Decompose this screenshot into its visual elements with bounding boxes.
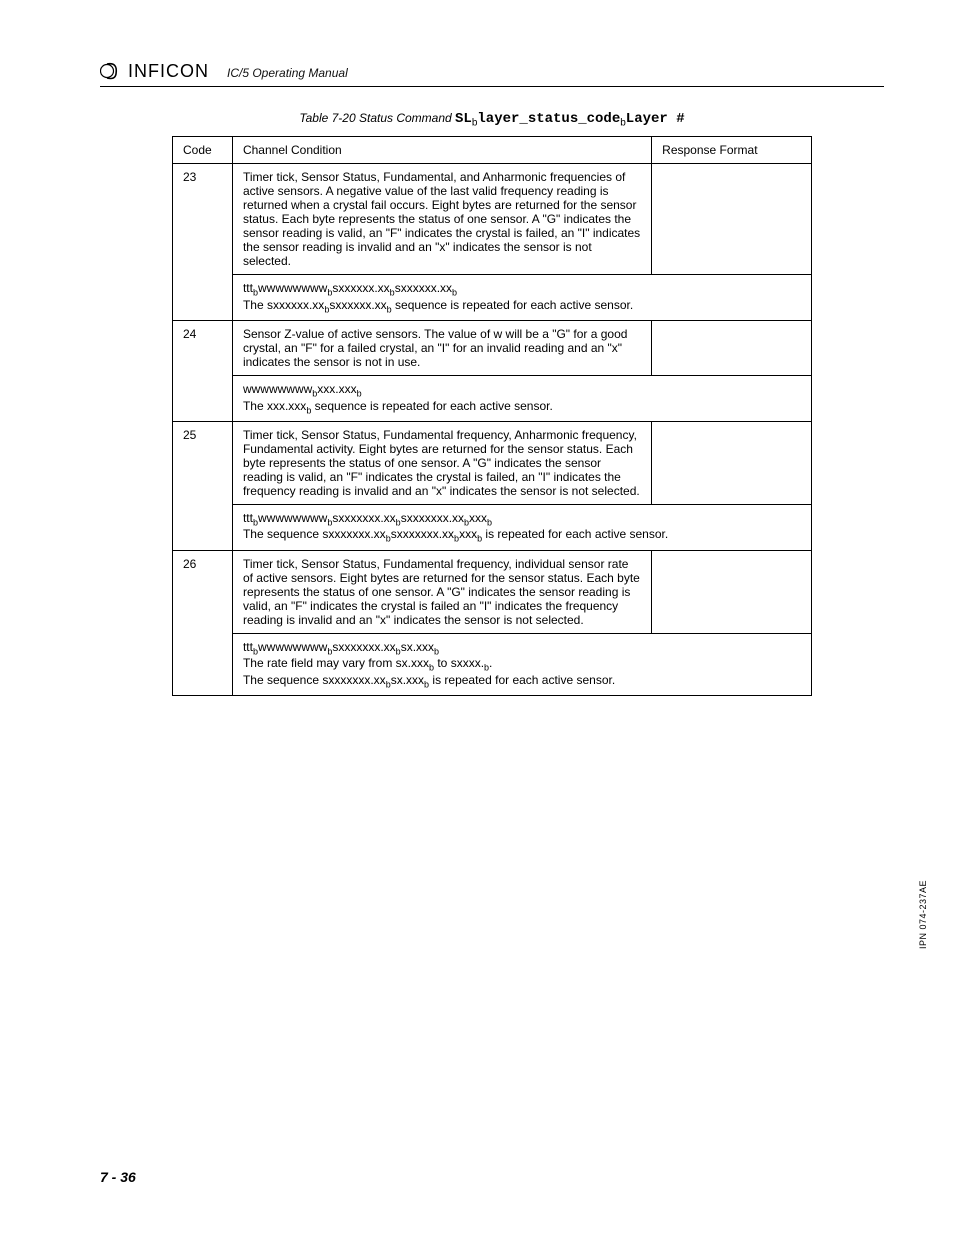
fmt-note: sequence is repeated for each active sen…: [311, 399, 552, 413]
fmt-seg: wwwwwwww: [258, 640, 327, 654]
ipn-label: IPN 074-237AE: [918, 880, 928, 949]
table-header-row: Code Channel Condition Response Format: [173, 137, 812, 164]
caption-mono-3: Layer #: [626, 111, 685, 127]
table-row: wwwwwwwwbxxx.xxxb The xxx.xxxb sequence …: [173, 376, 812, 422]
fmt-note: xxx: [459, 527, 477, 541]
brand-logo: INFICON: [100, 60, 209, 82]
format-cell: tttbwwwwwwwwbsxxxxxxx.xxbsxxxxxxx.xxbxxx…: [232, 504, 811, 550]
condition-cell: Sensor Z-value of active sensors. The va…: [232, 321, 651, 376]
fmt-sub: b: [434, 646, 439, 656]
fmt-seg: sxxxxxx.xx: [332, 281, 389, 295]
response-cell: [652, 164, 812, 275]
response-cell: [652, 550, 812, 633]
fmt-sub: b: [357, 389, 362, 399]
response-cell: [652, 321, 812, 376]
manual-title: IC/5 Operating Manual: [227, 66, 348, 82]
fmt-seg: xxx.xxx: [317, 382, 356, 396]
fmt-seg: ttt: [243, 281, 253, 295]
table-row: 23 Timer tick, Sensor Status, Fundamenta…: [173, 164, 812, 275]
fmt-seg: sx.xxx: [401, 640, 434, 654]
fmt-sub: b: [487, 517, 492, 527]
logo-icon: [100, 60, 122, 82]
caption-prefix: Table 7-20 Status Command: [299, 111, 455, 125]
format-cell: tttbwwwwwwwwbsxxxxxx.xxbsxxxxxx.xxb The …: [232, 275, 811, 321]
fmt-seg: xxx: [469, 511, 487, 525]
code-cell: 25: [173, 421, 233, 550]
code-cell: 23: [173, 164, 233, 321]
table-row: 26 Timer tick, Sensor Status, Fundamenta…: [173, 550, 812, 633]
condition-cell: Timer tick, Sensor Status, Fundamental f…: [232, 550, 651, 633]
table-row: tttbwwwwwwwwbsxxxxxxx.xxbsxxxxxxx.xxbxxx…: [173, 504, 812, 550]
fmt-seg: ttt: [243, 511, 253, 525]
rate-note: .: [489, 656, 492, 670]
fmt-seg: ttt: [243, 640, 253, 654]
status-table: Code Channel Condition Response Format 2…: [172, 136, 812, 696]
fmt-note: sequence is repeated for each active sen…: [392, 298, 633, 312]
fmt-note: The xxx.xxx: [243, 399, 306, 413]
code-cell: 26: [173, 550, 233, 695]
fmt-note: is repeated for each active sensor.: [482, 527, 668, 541]
fmt-note: The sequence sxxxxxxx.xx: [243, 527, 386, 541]
table-row: tttbwwwwwwwwbsxxxxxxx.xxbsx.xxxb The rat…: [173, 633, 812, 695]
rate-note: to sxxxx.: [434, 656, 484, 670]
caption-mono-1: SL: [455, 111, 472, 127]
fmt-note: sxxxxxx.xx: [329, 298, 386, 312]
page-header: INFICON IC/5 Operating Manual: [100, 60, 884, 87]
rate-note: The rate field may vary from sx.xxx: [243, 656, 429, 670]
fmt-note: The sequence sxxxxxxx.xx: [243, 673, 386, 687]
col-header-condition: Channel Condition: [232, 137, 651, 164]
format-cell: tttbwwwwwwwwbsxxxxxxx.xxbsx.xxxb The rat…: [232, 633, 811, 695]
code-cell: 24: [173, 321, 233, 422]
fmt-seg: wwwwwwww: [258, 281, 327, 295]
fmt-note: is repeated for each active sensor.: [429, 673, 615, 687]
fmt-sub: b: [452, 288, 457, 298]
fmt-seg: wwwwwwww: [243, 382, 312, 396]
page-number: 7 - 36: [100, 1169, 136, 1185]
brand-name: INFICON: [128, 61, 209, 82]
format-cell: wwwwwwwwbxxx.xxxb The xxx.xxxb sequence …: [232, 376, 811, 422]
fmt-seg: sxxxxxxx.xx: [332, 640, 395, 654]
table-caption: Table 7-20 Status Command SLblayer_statu…: [100, 111, 884, 128]
fmt-seg: sxxxxxxx.xx: [332, 511, 395, 525]
col-header-code: Code: [173, 137, 233, 164]
fmt-seg: wwwwwwww: [258, 511, 327, 525]
condition-cell: Timer tick, Sensor Status, Fundamental, …: [232, 164, 651, 275]
fmt-note: The sxxxxxx.xx: [243, 298, 324, 312]
fmt-note: sx.xxx: [391, 673, 424, 687]
table-row: tttbwwwwwwwwbsxxxxxx.xxbsxxxxxx.xxb The …: [173, 275, 812, 321]
table-row: 25 Timer tick, Sensor Status, Fundamenta…: [173, 421, 812, 504]
page: INFICON IC/5 Operating Manual Table 7-20…: [0, 0, 954, 1235]
table-row: 24 Sensor Z-value of active sensors. The…: [173, 321, 812, 376]
caption-mono-2: layer_status_code: [477, 111, 620, 127]
fmt-seg: sxxxxxx.xx: [395, 281, 452, 295]
fmt-note: sxxxxxxx.xx: [391, 527, 454, 541]
condition-cell: Timer tick, Sensor Status, Fundamental f…: [232, 421, 651, 504]
response-cell: [652, 421, 812, 504]
col-header-response: Response Format: [652, 137, 812, 164]
fmt-seg: sxxxxxxx.xx: [401, 511, 464, 525]
